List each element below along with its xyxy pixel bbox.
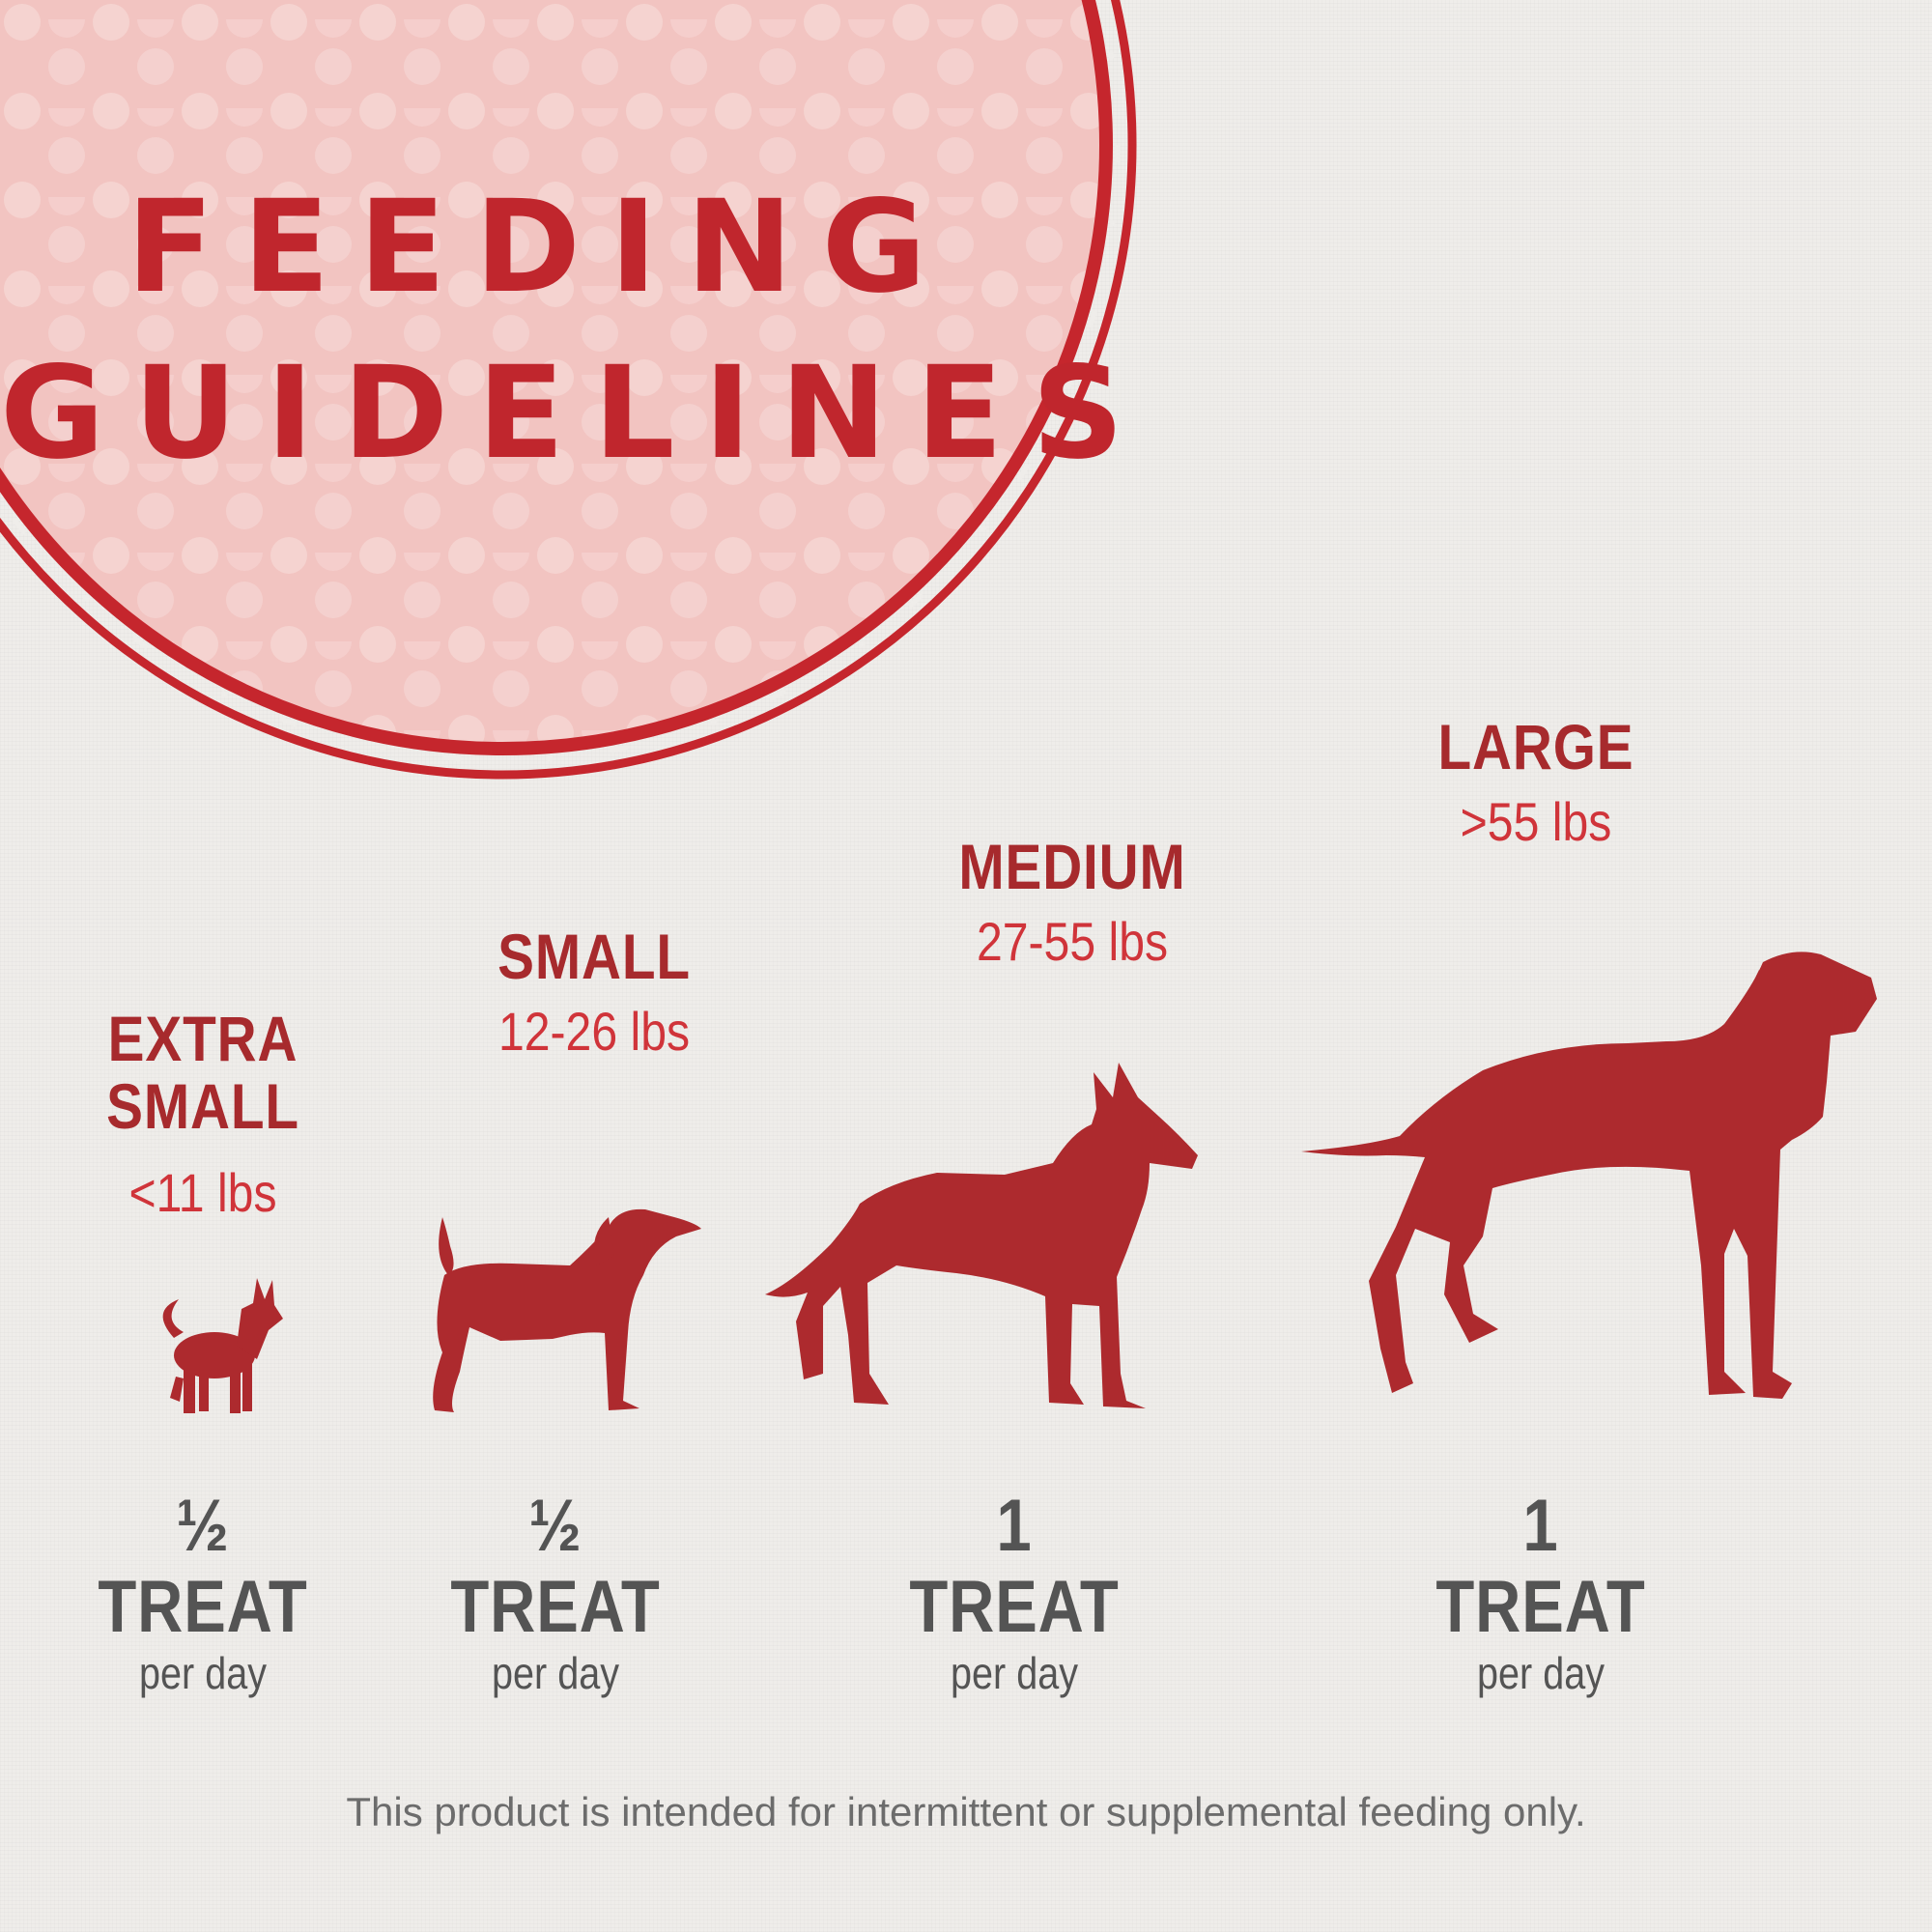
dose-frequency: per day (951, 1648, 1078, 1698)
size-weight: 27-55 lbs (976, 911, 1169, 972)
size-weight: >55 lbs (1460, 791, 1612, 852)
title-line-1: FEEDING (126, 173, 955, 322)
great-dane-silhouette-icon (1301, 952, 1877, 1399)
size-label-large: LARGE >55 lbs (1411, 713, 1661, 852)
dose-small: ½ TREAT per day (440, 1485, 672, 1699)
dose-amount: 1 TREAT (1435, 1485, 1646, 1648)
size-label-extra-small: EXTRA SMALL <11 lbs (103, 1005, 302, 1223)
title-line-2: GUIDELINES (0, 339, 1153, 488)
size-name: SMALL (497, 921, 691, 992)
dose-large: 1 TREAT per day (1425, 1485, 1658, 1699)
size-label-small: SMALL 12-26 lbs (473, 923, 714, 1062)
shepherd-silhouette-icon (765, 1063, 1198, 1408)
dose-amount: 1 TREAT (909, 1485, 1120, 1648)
size-weight: <11 lbs (128, 1162, 277, 1223)
dose-extra-small: ½ TREAT per day (87, 1485, 320, 1699)
size-name: LARGE (1437, 711, 1634, 782)
chihuahua-silhouette-icon (162, 1278, 283, 1413)
dose-amount: ½ TREAT (98, 1485, 308, 1648)
size-label-medium: MEDIUM 27-55 lbs (948, 833, 1197, 972)
size-name: MEDIUM (958, 831, 1186, 902)
dose-frequency: per day (1477, 1648, 1605, 1698)
size-weight: 12-26 lbs (497, 1001, 691, 1062)
size-name: SMALL (106, 1070, 299, 1142)
dose-amount: ½ TREAT (450, 1485, 661, 1648)
beagle-silhouette-icon (433, 1208, 701, 1412)
dose-frequency: per day (492, 1648, 619, 1698)
dose-frequency: per day (139, 1648, 267, 1698)
page-title: FEEDING GUIDELINES (0, 164, 1153, 497)
footnote-disclaimer: This product is intended for intermitten… (346, 1789, 1586, 1834)
size-name: EXTRA (107, 1003, 298, 1074)
dose-medium: 1 TREAT per day (898, 1485, 1131, 1699)
